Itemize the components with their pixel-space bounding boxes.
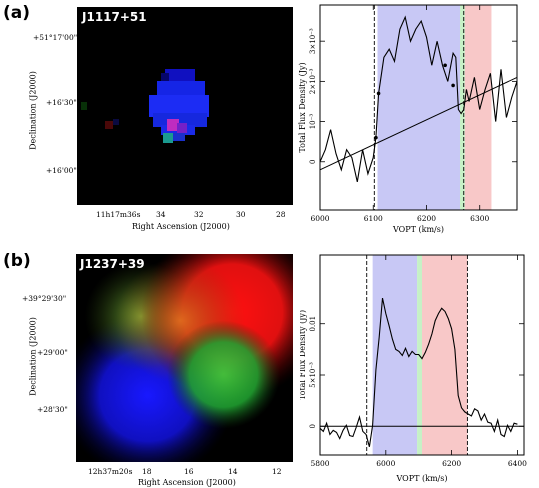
dec-tick-b-2: +28'30" [37, 405, 68, 414]
ra-tick-b-4: 12 [272, 467, 282, 476]
dec-tick-a-1: +16'30" [46, 98, 77, 107]
plot-frame [319, 254, 525, 456]
image-b: J1237+39 [76, 254, 293, 462]
panel-b-tag: (b) [3, 251, 31, 271]
band-red [464, 5, 492, 210]
xtick-label: 6300 [470, 214, 489, 223]
xlabel-image-b: Right Ascension (J2000) [138, 478, 236, 487]
ytick-label: 3×10⁻³ [309, 28, 317, 54]
ylabel-image-b: Declination (J2000) [28, 317, 38, 396]
ytick-label: 0 [309, 424, 317, 428]
xtick-label: 6000 [376, 459, 395, 468]
ytick-label: 10⁻³ [309, 114, 317, 130]
galaxy-blob-a [81, 69, 209, 143]
ytick-label: 0 [309, 160, 317, 164]
dec-tick-b-0: +39°29'30" [22, 294, 67, 303]
xlabel: VOPT (km/s) [392, 225, 444, 234]
xtick-label: 6100 [364, 214, 383, 223]
marker-point [376, 91, 381, 96]
xtick-label: 5800 [310, 459, 329, 468]
baseline-line [319, 76, 518, 171]
image-a-pixels [81, 69, 209, 143]
dec-tick-b-1: +29'00" [37, 348, 68, 357]
panel-a-tag: (a) [3, 3, 31, 23]
spectrum-line [319, 15, 518, 183]
plot-frame [319, 4, 518, 211]
galaxy-name-a: J1117+51 [82, 10, 147, 24]
ra-tick-a-0: 11h17m36s [96, 210, 141, 219]
image-b-pixels [76, 254, 293, 462]
xtick-label: 6400 [508, 459, 527, 468]
ra-tick-a-2: 32 [194, 210, 204, 219]
band-blue [377, 5, 461, 210]
galaxy-name-b: J1237+39 [80, 257, 145, 271]
ytick-label: 2×10⁻³ [309, 68, 317, 94]
xtick-label: 6200 [417, 214, 436, 223]
ra-tick-a-4: 28 [276, 210, 286, 219]
xtick-label: 6200 [442, 459, 461, 468]
dec-tick-a-0: +51°17'00" [33, 33, 78, 42]
ra-tick-a-3: 30 [236, 210, 246, 219]
ra-tick-a-1: 34 [156, 210, 166, 219]
band-green [460, 5, 465, 210]
marker-point [451, 83, 455, 88]
dec-tick-a-2: +16'00" [46, 166, 77, 175]
ra-tick-b-2: 16 [184, 467, 194, 476]
spectrum-a: 6000 6100 6200 6300 0 10⁻³ 2×10⁻³ 3×10⁻³ VOPT (k… [298, 4, 518, 234]
galaxy-blob-b [76, 254, 293, 462]
image-a: J1117+51 [77, 7, 293, 205]
marker-point [374, 135, 378, 140]
spectrum-line [319, 297, 518, 447]
xtick-label: 6000 [310, 214, 329, 223]
xlabel-image-a: Right Ascension (J2000) [132, 222, 230, 231]
xlabel: VOPT (km/s) [396, 474, 448, 483]
ra-tick-b-0: 12h37m20s [88, 467, 133, 476]
ylabel: Total Flux Density (Jy) [298, 62, 307, 152]
marker-point [443, 63, 447, 68]
ylabel-image-a: Declination (J2000) [28, 71, 38, 150]
ra-tick-b-1: 18 [142, 467, 152, 476]
ra-tick-b-3: 14 [228, 467, 238, 476]
ytick-label: 0.01 [309, 316, 317, 332]
spectrum-b: 5800 6000 6200 6400 0 5×10⁻³ 0.01 VOPT (km/s) To… [300, 254, 527, 483]
ylabel: Total Flux Density (Jy) [300, 310, 307, 400]
band-red [422, 255, 468, 455]
ytick-label: 5×10⁻³ [309, 362, 317, 388]
